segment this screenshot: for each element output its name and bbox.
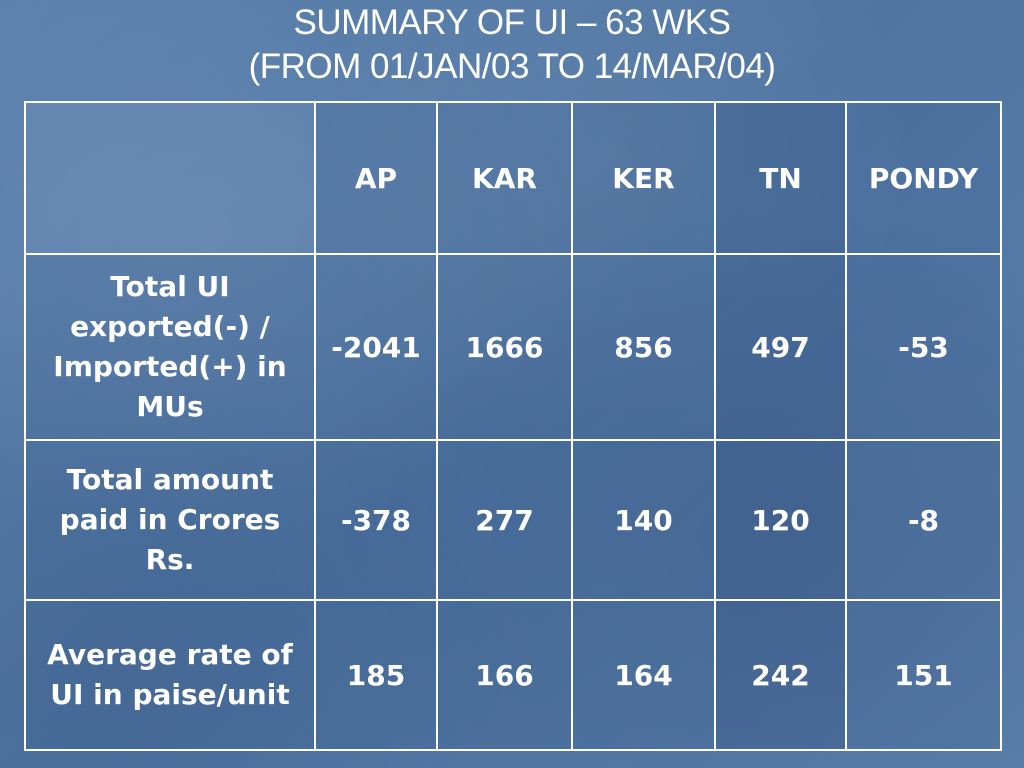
table-cell: -53 bbox=[845, 253, 1002, 441]
table-row: Average rate of UI in paise/unit 185 166… bbox=[24, 599, 1002, 751]
table-cell: 277 bbox=[436, 439, 573, 601]
slide-title: SUMMARY OF UI – 63 WKS (FROM 01/JAN/03 T… bbox=[0, 0, 1024, 89]
table-cell: -378 bbox=[314, 439, 438, 601]
table-cell: 151 bbox=[845, 599, 1002, 751]
table-cell: 497 bbox=[714, 253, 847, 441]
row-label-total-amount: Total amount paid in Crores Rs. bbox=[24, 439, 316, 601]
table-cell: 140 bbox=[571, 439, 716, 601]
table-cell: 856 bbox=[571, 253, 716, 441]
table-cell: -2041 bbox=[314, 253, 438, 441]
table-cell: 1666 bbox=[436, 253, 573, 441]
table-cell: 166 bbox=[436, 599, 573, 751]
column-header-pondy: PONDY bbox=[845, 101, 1002, 255]
slide-title-line2: (FROM 01/JAN/03 TO 14/MAR/04) bbox=[248, 47, 776, 86]
slide-title-line1: SUMMARY OF UI – 63 WKS bbox=[293, 3, 731, 42]
table-row: Total UI exported(-) / Imported(+) in MU… bbox=[24, 253, 1002, 441]
table-row: Total amount paid in Crores Rs. -378 277… bbox=[24, 439, 1002, 601]
table-corner-cell bbox=[24, 101, 316, 255]
row-label-total-ui: Total UI exported(-) / Imported(+) in MU… bbox=[24, 253, 316, 441]
table-header-row: AP KAR KER TN PONDY bbox=[24, 101, 1002, 255]
table-cell: -8 bbox=[845, 439, 1002, 601]
column-header-kar: KAR bbox=[436, 101, 573, 255]
column-header-ker: KER bbox=[571, 101, 716, 255]
table-cell: 185 bbox=[314, 599, 438, 751]
table-cell: 242 bbox=[714, 599, 847, 751]
column-header-ap: AP bbox=[314, 101, 438, 255]
column-header-tn: TN bbox=[714, 101, 847, 255]
table-cell: 120 bbox=[714, 439, 847, 601]
table-cell: 164 bbox=[571, 599, 716, 751]
ui-summary-table: AP KAR KER TN PONDY Total UI exported(-)… bbox=[24, 101, 1002, 751]
row-label-average-rate: Average rate of UI in paise/unit bbox=[24, 599, 316, 751]
